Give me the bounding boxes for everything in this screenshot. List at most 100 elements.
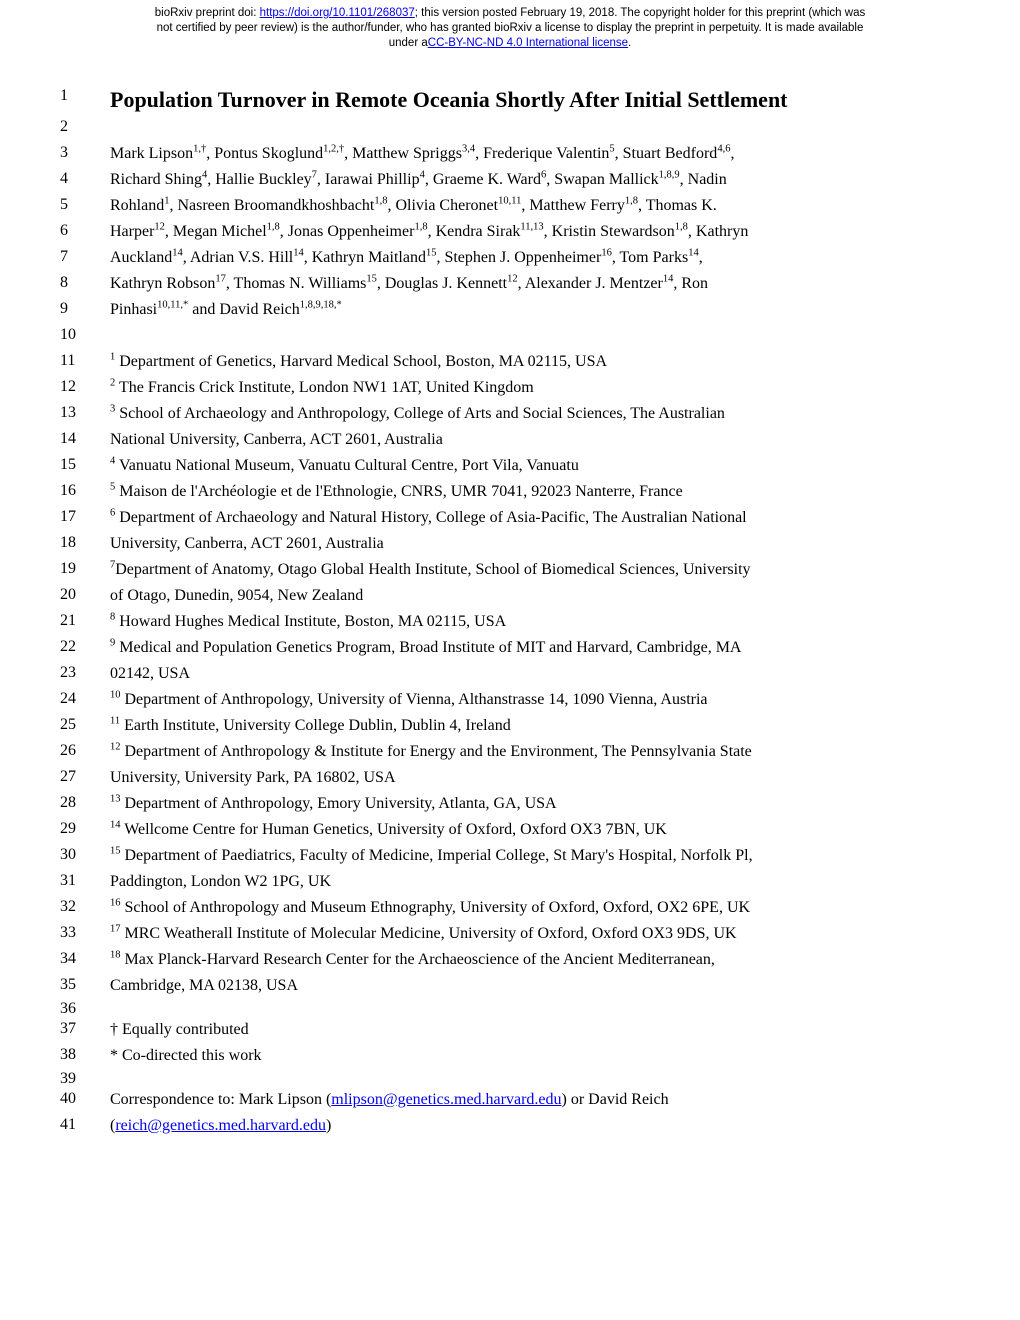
line-number: 8 [60,272,110,292]
author-row: 3 Mark Lipson1,†, Pontus Skoglund1,2,†, … [60,142,960,168]
line-number: 39 [60,1070,110,1088]
line-number: 19 [60,558,110,578]
line-number: 10 [60,324,110,344]
affiliation: Paddington, London W2 1PG, UK [110,870,960,894]
line-number: 9 [60,298,110,318]
note-row: 37 † Equally contributed [60,1018,960,1044]
affiliation-row: 15 4 Vanuatu National Museum, Vanuatu Cu… [60,454,960,480]
line-number: 17 [60,506,110,526]
correspondence: Correspondence to: Mark Lipson (mlipson@… [110,1088,960,1112]
affiliation-row: 27 University, University Park, PA 16802… [60,766,960,792]
affiliation-row: 31 Paddington, London W2 1PG, UK [60,870,960,896]
affiliation-row: 26 12 Department of Anthropology & Insti… [60,740,960,766]
line-number: 6 [60,220,110,240]
line-number: 15 [60,454,110,474]
affiliation-row: 17 6 Department of Archaeology and Natur… [60,506,960,532]
affiliation: 6 Department of Archaeology and Natural … [110,506,960,530]
affiliation: 11 Earth Institute, University College D… [110,714,960,738]
banner-line3-post: . [628,37,631,49]
doi-link[interactable]: https://doi.org/10.1101/268037 [260,7,415,19]
authors: Harper12, Megan Michel1,8, Jonas Oppenhe… [110,220,960,244]
license-link[interactable]: CC-BY-NC-ND 4.0 International license [428,37,628,49]
authors: Pinhasi10,11,* and David Reich1,8,9,18,* [110,298,960,322]
affiliation: 10 Department of Anthropology, Universit… [110,688,960,712]
title-row: 1 Population Turnover in Remote Oceania … [60,85,960,116]
affiliation-row: 11 1 Department of Genetics, Harvard Med… [60,350,960,376]
correspondence: (reich@genetics.med.harvard.edu) [110,1114,960,1138]
authors: Rohland1, Nasreen Broomandkhoshbacht1,8,… [110,194,960,218]
affiliation-row: 30 15 Department of Paediatrics, Faculty… [60,844,960,870]
author-row: 5 Rohland1, Nasreen Broomandkhoshbacht1,… [60,194,960,220]
authors: Mark Lipson1,†, Pontus Skoglund1,2,†, Ma… [110,142,960,166]
line-number: 14 [60,428,110,448]
affiliation: University, University Park, PA 16802, U… [110,766,960,790]
line-number: 38 [60,1044,110,1064]
line-number: 5 [60,194,110,214]
affiliation-row: 28 13 Department of Anthropology, Emory … [60,792,960,818]
affiliation: of Otago, Dunedin, 9054, New Zealand [110,584,960,608]
author-row: 9 Pinhasi10,11,* and David Reich1,8,9,18… [60,298,960,324]
author-row: 8 Kathryn Robson17, Thomas N. Williams15… [60,272,960,298]
line-number: 31 [60,870,110,890]
line-number: 40 [60,1088,110,1108]
line-number: 27 [60,766,110,786]
note-row: 38 * Co-directed this work [60,1044,960,1070]
affiliation-row: 13 3 School of Archaeology and Anthropol… [60,402,960,428]
line-number: 41 [60,1114,110,1134]
affiliation-row: 25 11 Earth Institute, University Colleg… [60,714,960,740]
affiliation-row: 23 02142, USA [60,662,960,688]
affiliation: 17 MRC Weatherall Institute of Molecular… [110,922,960,946]
affiliation-row: 24 10 Department of Anthropology, Univer… [60,688,960,714]
affiliation-row: 34 18 Max Planck-Harvard Research Center… [60,948,960,974]
contribution-note: * Co-directed this work [110,1044,960,1068]
line-number: 3 [60,142,110,162]
banner-text-pre: bioRxiv preprint doi: [155,7,260,19]
line-number: 36 [60,1000,110,1018]
affiliation-row: 18 University, Canberra, ACT 2601, Austr… [60,532,960,558]
line-number: 28 [60,792,110,812]
author-row: 6 Harper12, Megan Michel1,8, Jonas Oppen… [60,220,960,246]
blank-row: 10 [60,324,960,350]
affiliation-row: 33 17 MRC Weatherall Institute of Molecu… [60,922,960,948]
affiliation: 16 School of Anthropology and Museum Eth… [110,896,960,920]
line-number: 30 [60,844,110,864]
affiliation: 9 Medical and Population Genetics Progra… [110,636,960,660]
affiliation: National University, Canberra, ACT 2601,… [110,428,960,452]
banner-line2: not certified by peer review) is the aut… [157,22,864,34]
author-row: 4 Richard Shing4, Hallie Buckley7, Iaraw… [60,168,960,194]
affiliation: 3 School of Archaeology and Anthropology… [110,402,960,426]
email-link[interactable]: reich@genetics.med.harvard.edu [115,1117,326,1134]
line-number: 7 [60,246,110,266]
affiliation-row: 29 14 Wellcome Centre for Human Genetics… [60,818,960,844]
line-number: 16 [60,480,110,500]
line-number: 18 [60,532,110,552]
affiliation-row: 32 16 School of Anthropology and Museum … [60,896,960,922]
affiliation-row: 20 of Otago, Dunedin, 9054, New Zealand [60,584,960,610]
paper-title: Population Turnover in Remote Oceania Sh… [110,85,960,116]
affiliation: 18 Max Planck-Harvard Research Center fo… [110,948,960,972]
affiliation: 12 Department of Anthropology & Institut… [110,740,960,764]
author-row: 7 Auckland14, Adrian V.S. Hill14, Kathry… [60,246,960,272]
affiliation: 14 Wellcome Centre for Human Genetics, U… [110,818,960,842]
line-number: 32 [60,896,110,916]
blank-row: 39 [60,1070,960,1088]
line-number: 1 [60,85,110,105]
affiliation: 13 Department of Anthropology, Emory Uni… [110,792,960,816]
line-number: 22 [60,636,110,656]
line-number: 4 [60,168,110,188]
affiliation-row: 35 Cambridge, MA 02138, USA [60,974,960,1000]
affiliation: 7Department of Anatomy, Otago Global Hea… [110,558,960,582]
line-number: 24 [60,688,110,708]
authors: Auckland14, Adrian V.S. Hill14, Kathryn … [110,246,960,270]
line-number: 29 [60,818,110,838]
manuscript-body: 1 Population Turnover in Remote Oceania … [0,55,1020,1170]
line-number: 26 [60,740,110,760]
blank-row: 2 [60,116,960,142]
correspondence-row: 41 (reich@genetics.med.harvard.edu) [60,1114,960,1140]
line-number: 34 [60,948,110,968]
email-link[interactable]: mlipson@genetics.med.harvard.edu [331,1091,561,1108]
affiliation: 8 Howard Hughes Medical Institute, Bosto… [110,610,960,634]
affiliation-row: 14 National University, Canberra, ACT 26… [60,428,960,454]
affiliation-row: 16 5 Maison de l'Archéologie et de l'Eth… [60,480,960,506]
affiliation: 02142, USA [110,662,960,686]
